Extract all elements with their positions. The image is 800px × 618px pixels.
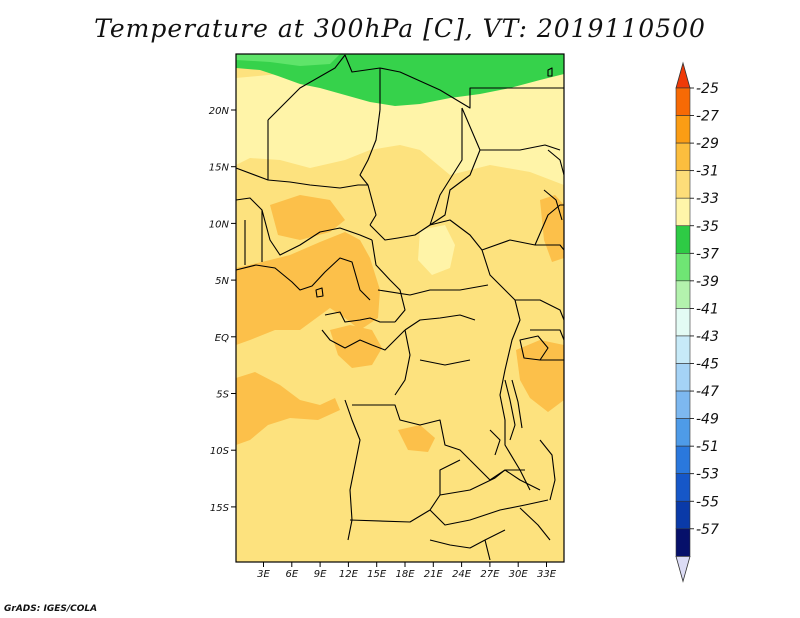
lon-tick-label: 18E [395, 569, 415, 580]
warm-patch-congo [330, 325, 382, 368]
legend-swatch [675, 87, 691, 116]
country-borders [235, 54, 565, 561]
lon-tick-label: 15E [367, 569, 387, 580]
credit-text: GrADS: IGES/COLA [4, 604, 98, 614]
legend-label: -29 [696, 136, 719, 152]
legend-swatch [675, 225, 691, 254]
legend-label: -33 [696, 191, 719, 207]
legend-label: -41 [696, 301, 719, 317]
legend-label: -39 [696, 274, 719, 290]
lon-tick-label: 9E [314, 569, 327, 580]
lon-tick-label: 30E [509, 569, 529, 580]
legend-label: -49 [696, 412, 719, 428]
map-title: Temperature at 300hPa [C], VT: 201911050… [94, 14, 706, 43]
legend-swatch [675, 253, 691, 282]
light-patch-central [418, 225, 455, 275]
lat-tick-label: 5S [216, 390, 229, 401]
legend-arrow-top [675, 61, 691, 89]
legend-swatch [675, 418, 691, 447]
cold-band-north [236, 54, 564, 106]
legend-swatch [675, 115, 691, 144]
legend-swatch [675, 445, 691, 474]
lat-tick-label: 15N [209, 163, 230, 174]
map-frame [235, 53, 565, 563]
legend-label: -53 [696, 467, 719, 483]
lon-tick-label: 12E [339, 569, 359, 580]
lon-tick-label: 21E [424, 569, 444, 580]
lon-tick-label: 24E [452, 569, 472, 580]
longitude-axis: 3E 6E 9E 12E 15E 18E 21E 24E 27E 30E 33E [257, 562, 557, 580]
legend-label: -43 [696, 329, 719, 345]
lon-tick-label: 3E [257, 569, 270, 580]
legend-label: -27 [696, 109, 719, 125]
legend-swatch [675, 390, 691, 419]
legend-swatch [675, 473, 691, 502]
legend-label: -25 [696, 81, 719, 97]
legend-arrow-bottom [675, 555, 691, 583]
legend-swatch [675, 308, 691, 337]
legend-label: -51 [696, 439, 719, 455]
lat-tick-label: EQ [215, 333, 229, 344]
legend-swatch [675, 363, 691, 392]
warm-patch-angola [398, 425, 435, 452]
lon-tick-label: 33E [537, 569, 557, 580]
warm-patch-nigeria [270, 195, 345, 240]
latitude-axis: 20N 15N 10N 5N EQ 5S 10S 15S [209, 106, 236, 514]
lat-tick-label: 5N [215, 276, 229, 287]
legend-label: -31 [696, 164, 719, 180]
light-band-north [236, 66, 564, 185]
legend-swatch [675, 335, 691, 364]
legend-label: -35 [696, 219, 719, 235]
legend-label: -37 [696, 246, 719, 262]
lat-tick-label: 20N [209, 106, 230, 117]
lat-tick-label: 10S [210, 446, 230, 457]
legend-swatch [675, 528, 691, 557]
legend-label: -57 [696, 522, 719, 538]
map-panel [235, 53, 565, 563]
warm-patch-southwest [236, 372, 340, 445]
legend-label: -55 [696, 494, 719, 510]
legend-label: -47 [696, 384, 719, 400]
lat-tick-label: 10N [209, 219, 230, 230]
legend-swatch [675, 500, 691, 530]
color-legend: -25 -27 -29 -31 -33 -35 -37 -39 -41 -43 -45 -47 -49 -… [675, 61, 719, 583]
legend-swatch [675, 280, 691, 309]
lon-tick-label: 27E [480, 569, 500, 580]
warm-patch-gulf [236, 232, 380, 345]
legend-swatch [675, 170, 691, 199]
legend-swatch [675, 197, 691, 227]
cold-band-north-light [236, 54, 340, 66]
legend-swatch [675, 142, 691, 171]
lat-tick-label: 15S [210, 503, 230, 514]
lon-tick-label: 6E [285, 569, 298, 580]
legend-label: -45 [696, 357, 719, 373]
